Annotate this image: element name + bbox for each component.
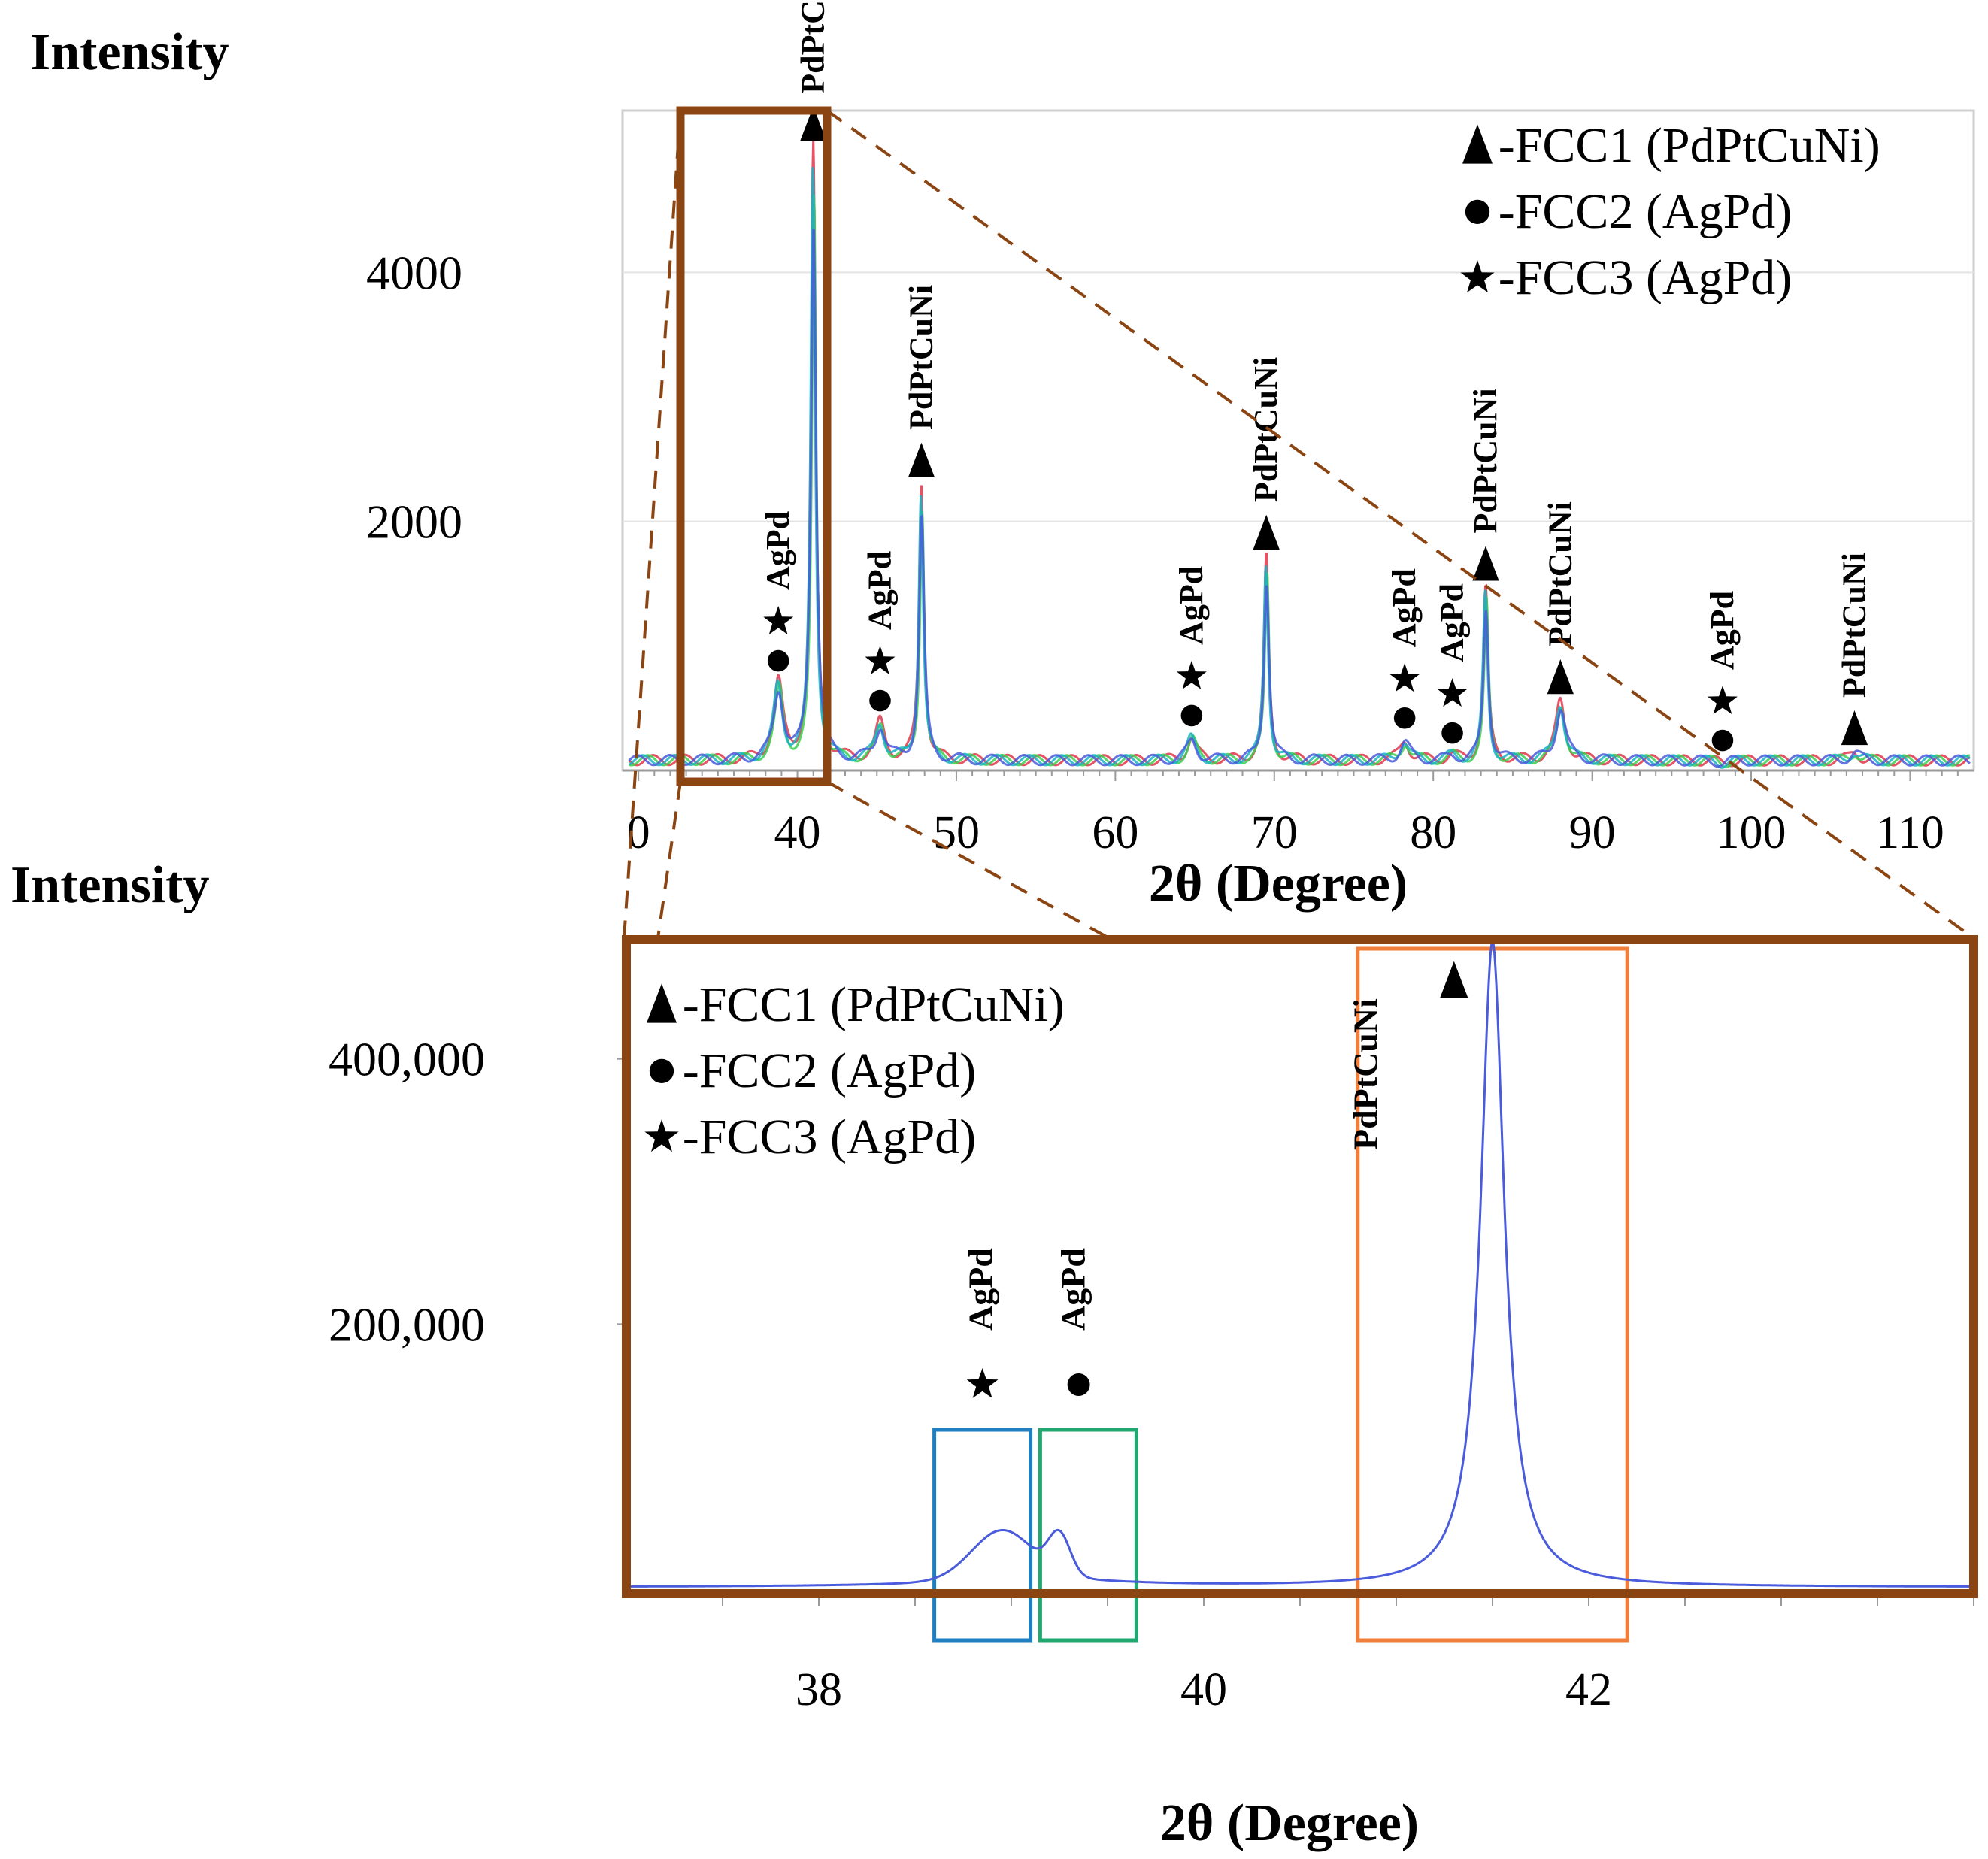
- top-x-ticks: 0 40 50 60 70 80 90 100 110: [627, 771, 1959, 858]
- bottom-y-axis-title: Intensity: [11, 856, 209, 914]
- top-legend: -FCC1 (PdPtCuNi) -FCC2 (AgPd) -FCC3 (AgPd): [1460, 118, 1880, 305]
- bottom-y-tick-label-0: 200,000: [329, 1297, 485, 1351]
- bottom-highlight-box-1: [1038, 1428, 1138, 1643]
- bottom-scan-line: [626, 938, 1973, 1588]
- top-peak-marker-2-0: [869, 689, 891, 712]
- top-x-tick-label-3: 60: [1092, 807, 1138, 858]
- top-peak-marker-6-0: [1393, 707, 1416, 729]
- top-x-tick-label-6: 90: [1569, 807, 1616, 858]
- bottom-x-axis-title: 2θ (Degree): [1160, 1794, 1419, 1852]
- bottom-highlight-box-2: [1356, 946, 1629, 1643]
- top-y-tick-label-1: 4000: [366, 246, 462, 299]
- top-peak-label-4: AgPd: [1173, 566, 1210, 645]
- bottom-legend-marker-2: [644, 1119, 679, 1152]
- top-peak-marker-7-0: [1441, 722, 1463, 744]
- top-peak-label-11: PdPtCuNi: [1835, 553, 1872, 698]
- bottom-peak-marker-1: [1067, 1373, 1090, 1396]
- bottom-x-tick-label-1: 40: [1180, 1664, 1227, 1715]
- top-peak-label-3: PdPtCuNi: [902, 285, 939, 430]
- top-peak-marker-11-0: [1841, 710, 1868, 746]
- bottom-peak-label-2: PdPtCuNi: [1346, 998, 1384, 1150]
- top-peak-marker-6-1: [1389, 663, 1420, 692]
- top-peak-marker-2-1: [865, 646, 896, 674]
- top-x-tick-label-4: 70: [1251, 807, 1298, 858]
- top-peak-marker-4-0: [1180, 704, 1203, 727]
- bottom-peak-label-1: AgPd: [1053, 1248, 1092, 1331]
- top-peak-marker-1-0: [800, 106, 827, 141]
- bottom-peak-marker-2: [1440, 961, 1468, 998]
- top-peak-marker-5-0: [1253, 514, 1280, 550]
- bottom-y-tick-label-1: 400,000: [329, 1033, 485, 1086]
- top-scan-line-1: [628, 194, 1971, 768]
- top-peak-label-10: AgPd: [1704, 591, 1741, 670]
- bottom-legend-label-0: -FCC1 (PdPtCuNi): [683, 977, 1065, 1032]
- bottom-legend: -FCC1 (PdPtCuNi) -FCC2 (AgPd) -FCC3 (AgPd): [644, 977, 1065, 1164]
- bottom-legend-label-2: -FCC3 (AgPd): [683, 1110, 977, 1164]
- top-gridlines: [623, 271, 1974, 772]
- top-y-ticks: 2000 4000: [366, 246, 462, 548]
- top-peak-marker-3-0: [908, 442, 935, 477]
- top-x-tick-label-8: 110: [1876, 807, 1944, 858]
- bottom-legend-marker-0: [647, 983, 677, 1023]
- top-peak-marker-10-1: [1708, 686, 1738, 714]
- top-peak-marker-0-1: [763, 606, 794, 634]
- top-x-tick-label-2: 50: [933, 807, 980, 858]
- top-scan-line-3: [628, 228, 1971, 768]
- top-peak-annotations: AgPd PdPtCuNi AgPd PdPtCuNi AgPd PdPtCuNi AgPd…: [759, 0, 1872, 752]
- top-peak-label-0: AgPd: [759, 511, 796, 590]
- bottom-x-ticks: 38 40 42: [722, 1589, 1974, 1715]
- top-peak-marker-4-1: [1176, 660, 1207, 689]
- zoom-connector-top-left: [623, 110, 682, 939]
- bottom-peak-annotations: AgPd AgPd PdPtCuNi: [961, 961, 1468, 1398]
- top-legend-label-2: -FCC3 (AgPd): [1499, 250, 1793, 305]
- top-peak-label-1: PdPtCuNi: [795, 0, 832, 94]
- top-y-tick-label-0: 2000: [366, 495, 462, 549]
- top-peak-label-9: PdPtCuNi: [1541, 501, 1578, 646]
- top-peak-marker-0-0: [767, 649, 789, 672]
- bottom-highlight-boxes: [932, 946, 1629, 1643]
- top-legend-label-0: -FCC1 (PdPtCuNi): [1499, 118, 1880, 173]
- bottom-legend-label-1: -FCC2 (AgPd): [683, 1043, 977, 1098]
- top-peak-label-5: PdPtCuNi: [1247, 357, 1284, 502]
- top-peak-marker-7-1: [1437, 678, 1468, 707]
- bottom-diffraction-curve: [626, 938, 1973, 1588]
- top-x-tick-label-1: 40: [774, 807, 821, 858]
- top-peak-marker-8-0: [1472, 546, 1499, 581]
- bottom-zoom-frame: [622, 935, 1978, 1598]
- top-zoom-window: [676, 106, 832, 786]
- top-diffraction-curves: [628, 140, 1971, 769]
- bottom-legend-marker-1: [649, 1058, 674, 1084]
- top-legend-label-1: -FCC2 (AgPd): [1499, 184, 1793, 239]
- bottom-x-tick-label-0: 38: [796, 1664, 842, 1715]
- top-peak-label-7: AgPd: [1434, 583, 1471, 662]
- top-legend-marker-0: [1462, 124, 1493, 164]
- top-x-axis-title: 2θ (Degree): [1149, 855, 1408, 913]
- bottom-x-tick-label-2: 42: [1565, 1664, 1612, 1715]
- top-peak-label-8: PdPtCuNi: [1467, 388, 1504, 533]
- bottom-highlight-box-0: [932, 1428, 1033, 1643]
- zoom-connector-top-right: [826, 109, 1975, 940]
- top-y-axis-title: Intensity: [30, 23, 229, 81]
- bottom-peak-label-0: AgPd: [961, 1248, 999, 1331]
- bottom-y-ticks: 200,000 400,000: [329, 1033, 626, 1351]
- zoom-connector-bottom-left: [656, 781, 682, 939]
- zoom-connectors: [623, 109, 1975, 940]
- zoom-connector-bottom-right: [826, 780, 1110, 940]
- top-legend-marker-1: [1465, 199, 1490, 225]
- top-peak-marker-9-0: [1547, 659, 1574, 695]
- top-peak-label-6: AgPd: [1386, 568, 1423, 647]
- top-legend-marker-2: [1460, 260, 1495, 293]
- bottom-peak-marker-0: [966, 1368, 999, 1398]
- top-peak-label-2: AgPd: [861, 551, 898, 630]
- top-peak-marker-10-0: [1711, 729, 1734, 752]
- top-x-tick-label-5: 80: [1410, 807, 1456, 858]
- top-x-tick-label-7: 100: [1717, 807, 1786, 858]
